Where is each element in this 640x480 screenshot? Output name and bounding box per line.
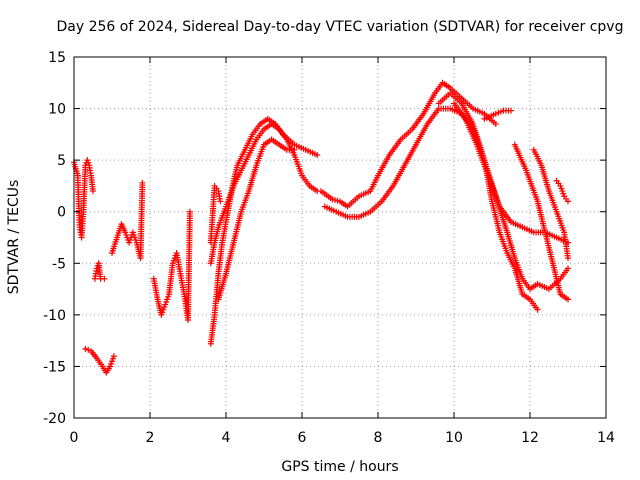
data-point (291, 146, 298, 153)
y-tick-label: 10 (48, 102, 66, 118)
data-point (101, 275, 108, 282)
data-point (492, 121, 499, 128)
series-late-b (481, 107, 514, 122)
series-mid-a (150, 208, 193, 324)
data-point (217, 198, 224, 205)
x-tick-label: 8 (374, 430, 383, 446)
data-point (90, 188, 96, 195)
y-tick-label: -15 (43, 359, 66, 375)
series-rise-d (215, 136, 298, 303)
y-tick-label: 0 (57, 205, 66, 221)
data-point (565, 265, 571, 272)
x-axis-label: GPS time / hours (281, 459, 398, 475)
x-tick-label: 14 (597, 430, 615, 446)
series-rise-a (207, 115, 321, 347)
series-early-a (71, 157, 96, 241)
x-tick-label: 4 (222, 430, 231, 446)
data-point (82, 345, 89, 352)
data-point (110, 353, 117, 360)
x-tick-label: 10 (445, 430, 463, 446)
x-tick-label: 12 (521, 430, 539, 446)
x-tick-label: 6 (298, 430, 307, 446)
series-early-c (82, 345, 117, 376)
x-tick-label: 2 (146, 430, 155, 446)
data-point (565, 198, 571, 205)
data-point (314, 151, 321, 158)
data-point (85, 346, 92, 353)
y-tick-label: 15 (48, 50, 66, 66)
data-point (565, 255, 571, 262)
series-valley-a (318, 79, 499, 210)
x-tick-label: 0 (70, 430, 79, 446)
series-fall-d (530, 146, 571, 262)
series-fall-c (511, 141, 571, 303)
y-tick-label: -20 (43, 411, 66, 427)
axes: 0 2 4 6 8 10 12 14 -20 -15 -10 -5 0 5 10 15 (43, 50, 615, 446)
series-fall-b (451, 100, 571, 246)
data-point (508, 107, 514, 114)
y-tick-label: 5 (57, 153, 66, 169)
y-axis-label: SDTVAR / TECUs (6, 180, 22, 295)
series-rise-b (207, 121, 321, 267)
chart-title: Day 256 of 2024, Sidereal Day-to-day VTE… (57, 19, 624, 35)
series-rise-c (207, 182, 224, 246)
plot-frame (73, 56, 607, 419)
data-point (139, 179, 146, 186)
series-late-a (553, 177, 571, 205)
y-tick-label: -5 (52, 256, 66, 272)
y-tick-label: -10 (43, 308, 66, 324)
data-point (534, 306, 541, 313)
data-point (565, 296, 571, 303)
data-point (186, 208, 193, 215)
data-marks (71, 79, 571, 376)
grid-lines (74, 57, 606, 418)
series-early-d (109, 179, 146, 262)
series-early-b (91, 260, 108, 282)
